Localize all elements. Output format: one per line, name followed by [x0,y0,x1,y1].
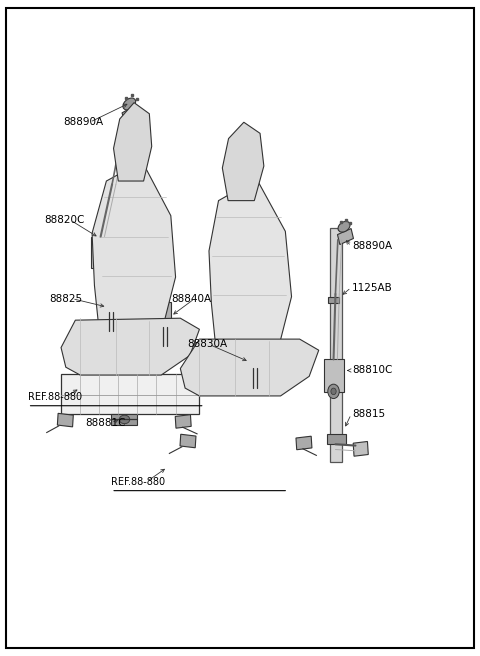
Bar [250,344,262,369]
Ellipse shape [331,388,336,395]
Bar [324,359,344,392]
Text: REF.88-880: REF.88-880 [111,476,165,487]
Text: 88825: 88825 [49,294,82,304]
Ellipse shape [119,415,130,424]
Bar [327,434,346,444]
Bar [91,237,110,268]
Ellipse shape [123,98,136,110]
Polygon shape [296,436,312,450]
Polygon shape [114,102,152,181]
Polygon shape [180,339,319,396]
Text: 88881C: 88881C [85,418,125,428]
Ellipse shape [328,384,339,399]
Polygon shape [57,413,73,427]
Polygon shape [209,179,291,366]
Bar [61,374,199,414]
Bar [330,228,342,462]
Text: 88820C: 88820C [44,215,84,225]
Polygon shape [353,441,368,456]
Ellipse shape [96,260,106,274]
Text: REF.88-880: REF.88-880 [28,392,82,401]
Polygon shape [92,161,176,346]
Text: 1125AB: 1125AB [352,283,393,293]
Text: 88830A: 88830A [188,339,228,350]
Polygon shape [61,318,199,375]
Polygon shape [175,415,191,428]
Text: 88810C: 88810C [352,365,393,375]
Bar [159,302,171,327]
Ellipse shape [98,264,103,270]
Polygon shape [122,105,139,124]
Bar [107,328,115,335]
Text: 88840A: 88840A [171,294,211,304]
Ellipse shape [338,222,350,232]
Bar [106,290,118,312]
Text: 88815: 88815 [352,409,385,419]
Polygon shape [222,122,264,201]
Polygon shape [180,434,196,448]
Text: 88890A: 88890A [63,117,104,127]
Text: 88890A: 88890A [352,241,392,251]
Polygon shape [337,228,353,245]
Bar [328,297,339,303]
Bar [111,414,137,424]
